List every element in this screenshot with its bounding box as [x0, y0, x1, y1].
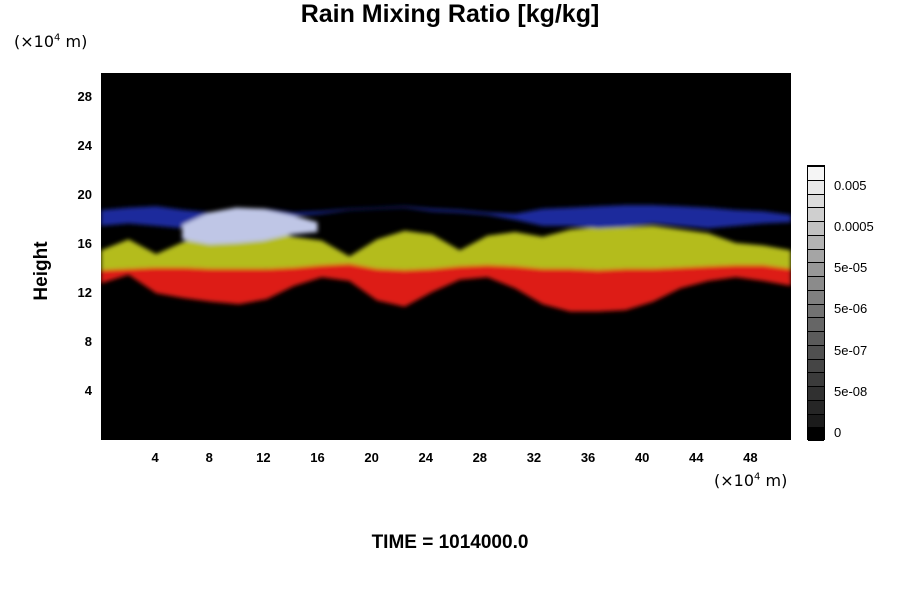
colorbar-segment [808, 358, 824, 373]
x-unit-label: (×104 m) [714, 471, 788, 490]
colorbar-label: 5e-05 [834, 260, 868, 276]
x-tick-label: 12 [256, 450, 271, 465]
x-tick-label: 4 [151, 450, 159, 465]
colorbar-label: 0.005 [834, 177, 867, 193]
colorbar-segment [808, 234, 824, 249]
colorbar-segment [808, 221, 824, 235]
colorbar-segment [808, 262, 824, 276]
x-tick-label: 40 [634, 450, 650, 465]
field-layer-2 [101, 205, 791, 229]
time-label: TIME = 1014000.0 [371, 532, 529, 553]
colorbar-segment [808, 276, 824, 290]
colorbar-segment [808, 372, 824, 386]
x-tick-label: 8 [205, 450, 213, 465]
colorbar-segment [808, 248, 824, 263]
x-tick-label: 28 [472, 450, 488, 465]
heatmap-field [101, 73, 791, 440]
field-layer-0 [101, 261, 791, 312]
x-tick-label: 24 [418, 450, 433, 465]
colorbar-segment [808, 207, 824, 221]
colorbar-segment [808, 331, 824, 345]
colorbar-segment [808, 386, 824, 400]
colorbar-label: 0 [834, 425, 842, 441]
colorbar-segment [808, 166, 824, 180]
y-axis-label: Height [31, 241, 52, 301]
y-unit-label: (×104 m) [14, 32, 88, 51]
colorbar-label: 5e-07 [834, 342, 868, 358]
y-tick-label: 20 [77, 187, 92, 203]
field-highlight [182, 207, 318, 245]
colorbar-segment [808, 413, 824, 428]
x-tick-label: 16 [310, 450, 325, 465]
colorbar-label: 0.0005 [834, 218, 874, 234]
colorbar-segment [808, 344, 824, 359]
colorbar [807, 165, 825, 441]
colorbar-label: 5e-06 [834, 301, 868, 317]
chart-title: Rain Mixing Ratio [kg/kg] [300, 0, 600, 28]
plot-area [101, 73, 791, 440]
y-tick-label: 8 [84, 334, 92, 350]
colorbar-segment [808, 303, 824, 318]
x-tick-label: 36 [580, 450, 596, 465]
colorbar-segment [808, 399, 824, 414]
y-tick-label: 24 [77, 138, 92, 154]
y-tick-label: 12 [77, 285, 92, 301]
colorbar-segment [808, 193, 824, 208]
colorbar-segment [808, 289, 824, 304]
y-tick-label: 4 [84, 383, 92, 399]
colorbar-segment [808, 317, 824, 331]
colorbar-segment [808, 427, 824, 441]
y-tick-label: 16 [77, 236, 92, 252]
y-tick-label: 28 [77, 89, 92, 105]
x-tick-label: 32 [526, 450, 542, 465]
x-tick-label: 20 [364, 450, 379, 465]
x-tick-label: 48 [743, 450, 758, 465]
colorbar-segment [808, 179, 824, 194]
x-tick-label: 44 [689, 450, 704, 465]
colorbar-label: 5e-08 [834, 383, 868, 399]
